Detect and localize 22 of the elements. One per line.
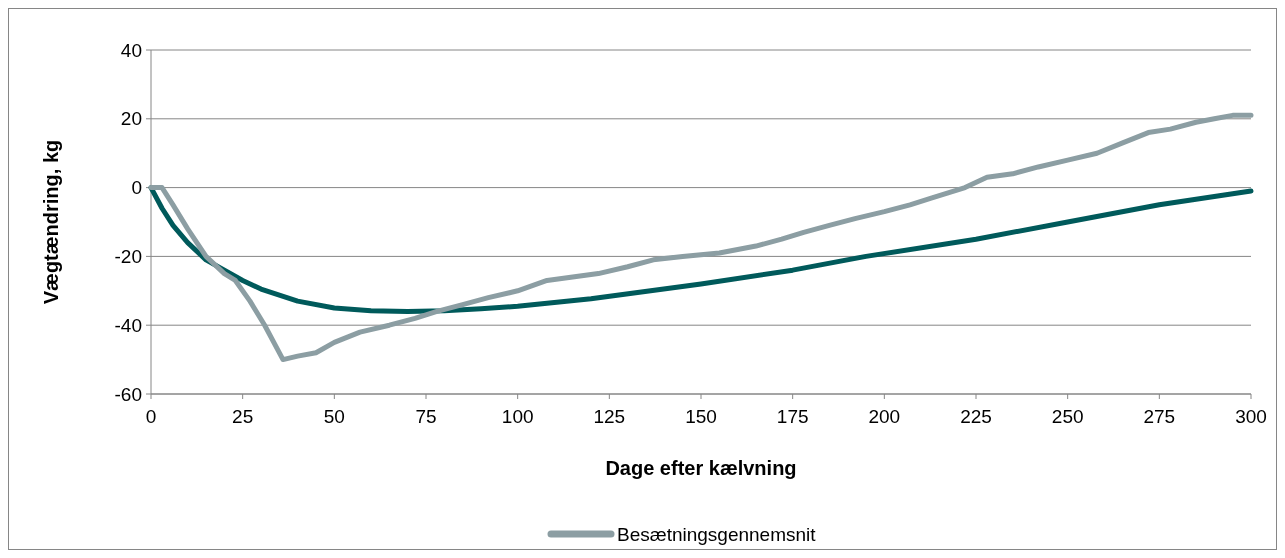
x-tick-label: 125 — [593, 406, 626, 427]
x-tick-label: 75 — [415, 406, 437, 427]
x-tick-label: 25 — [232, 406, 254, 427]
x-tick-label: 225 — [960, 406, 992, 427]
x-axis-title: Dage efter kælvning — [605, 457, 797, 479]
x-tick-label: 0 — [145, 406, 157, 427]
x-tick-label: 200 — [868, 406, 901, 427]
x-tick-label: 100 — [501, 406, 534, 427]
x-tick-label: 150 — [685, 406, 717, 427]
legend-label: Besætningsgennemsnit — [617, 523, 817, 545]
y-tick-label: -20 — [114, 246, 142, 268]
y-tick-label: -60 — [114, 383, 142, 405]
x-tick-label: 275 — [1143, 406, 1176, 427]
y-tick-label: -40 — [114, 314, 142, 336]
y-tick-label: 40 — [120, 39, 142, 61]
x-tick-label: 250 — [1051, 406, 1084, 427]
y-tick-label: 20 — [120, 108, 142, 130]
y-axis-title: Vægtændring, kg — [40, 139, 62, 305]
x-tick-label: 50 — [323, 406, 345, 427]
y-tick-label: 0 — [131, 177, 142, 199]
x-tick-label: 175 — [776, 406, 809, 427]
x-tick-label: 300 — [1235, 406, 1267, 427]
